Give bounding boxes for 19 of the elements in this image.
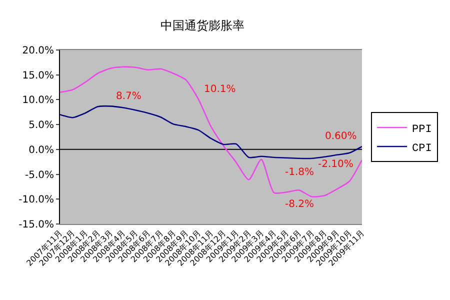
data-label: -8.2% [285, 199, 314, 210]
y-tick-label: 5.0% [28, 120, 54, 132]
line-series [60, 66, 362, 198]
y-tick-label: -5.0% [24, 170, 54, 181]
legend-label: CPI [412, 142, 432, 155]
y-tick-label: 15.0% [22, 70, 54, 82]
y-tick-label: -10.0% [18, 194, 54, 206]
data-label: 10.1% [204, 84, 236, 95]
data-label: -1.8% [285, 167, 314, 178]
y-tick-label: 0.0% [28, 144, 54, 156]
data-label: -2.10% [318, 159, 354, 170]
legend-label: PPI [412, 124, 432, 136]
data-label: 0.60% [325, 131, 357, 142]
y-tick-label: 20.0% [22, 46, 54, 56]
chart-title: 中国通货膨胀率 [160, 18, 244, 32]
y-tick-label: -15.0% [18, 220, 54, 230]
y-tick-label: 10.0% [22, 95, 54, 106]
data-label: 8.7% [116, 91, 142, 102]
line-series [60, 105, 362, 160]
